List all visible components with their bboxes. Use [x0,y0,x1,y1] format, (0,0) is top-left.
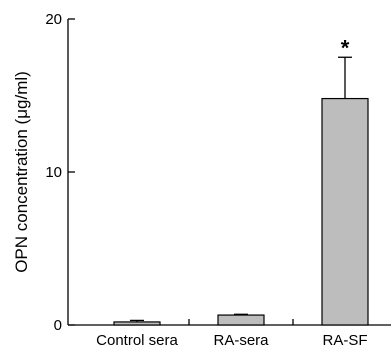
bar [217,314,265,326]
category-label: Control sera [96,332,178,349]
category-label: RA-sera [213,332,269,349]
labels: 0 10 20 OPN concentration (μg/ml) Control se… [12,11,368,349]
category-label: RA-SF [323,332,368,349]
y-tick-label: 20 [45,11,62,28]
y-tick-label: 0 [54,317,62,334]
significance-marker: * [341,35,350,60]
bar [113,321,161,326]
y-tick-label: 10 [45,164,62,181]
bars [113,56,369,326]
bar [321,97,369,326]
y-axis-title: OPN concentration (μg/ml) [12,71,31,273]
